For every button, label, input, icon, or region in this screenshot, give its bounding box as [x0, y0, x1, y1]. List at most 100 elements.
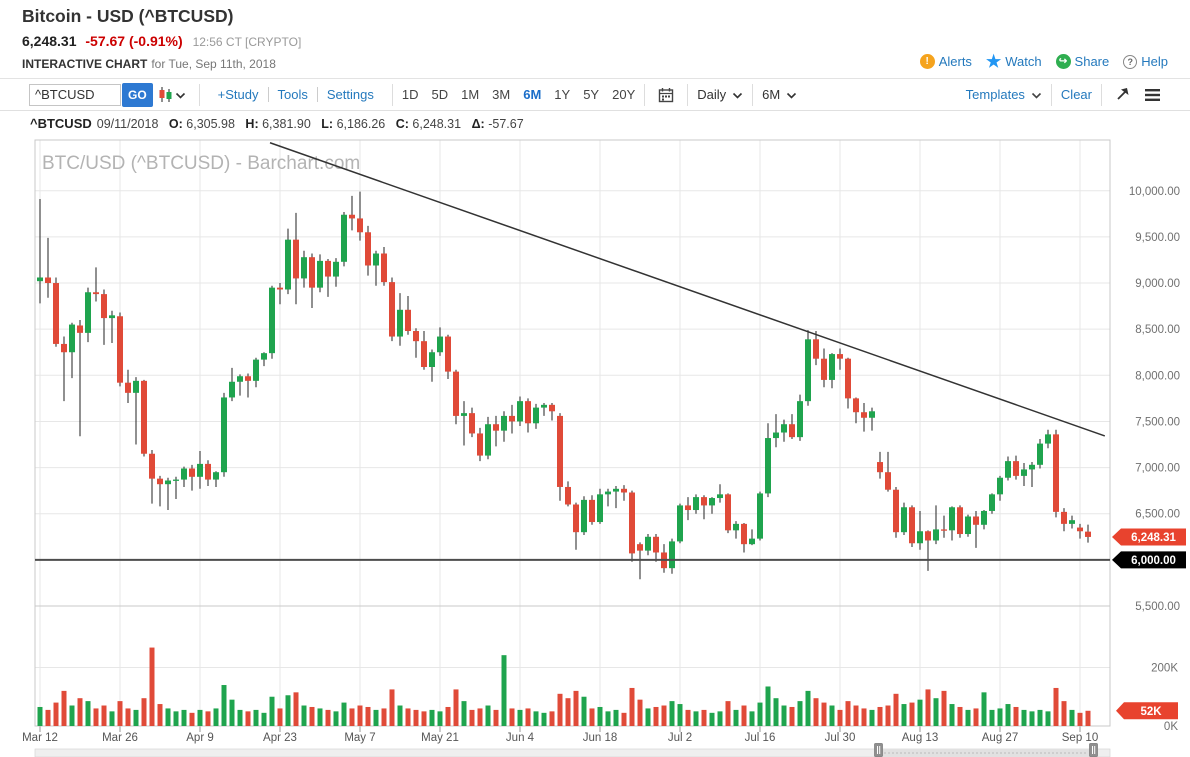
volume-bar — [557, 693, 563, 726]
candle-body — [349, 214, 355, 219]
volume-bar — [1085, 710, 1091, 726]
alerts-button[interactable]: ! Alerts — [919, 54, 972, 69]
tools-button[interactable]: Tools — [269, 87, 318, 102]
candle-body — [77, 325, 83, 333]
candle-body — [989, 494, 995, 511]
toolbar-separator — [1101, 83, 1102, 106]
candle-body — [133, 380, 139, 393]
volume-bar — [1069, 709, 1075, 726]
candle-body — [821, 358, 827, 380]
range-button-6m[interactable]: 6M — [523, 87, 542, 102]
add-study-button[interactable]: +Study — [209, 87, 269, 102]
range-button-1m[interactable]: 1M — [461, 87, 480, 102]
range-button-1d[interactable]: 1D — [401, 87, 419, 102]
volume-bar — [605, 711, 611, 726]
scrollbar-handle-left[interactable] — [874, 743, 883, 757]
volume-bar — [677, 704, 683, 726]
frequency-dropdown[interactable]: Daily — [697, 87, 743, 102]
page-title: Bitcoin - USD (^BTCUSD) — [22, 6, 234, 26]
volume-bar — [853, 705, 859, 726]
volume-bar — [133, 709, 139, 726]
volume-bar — [309, 706, 315, 726]
volume-pane — [37, 647, 1091, 726]
last-volume-badge: 52K — [1116, 702, 1178, 720]
handle-grip — [1089, 743, 1098, 757]
range-button-5d[interactable]: 5D — [431, 87, 449, 102]
volume-bar — [205, 711, 211, 726]
x-axis-label: Jul 30 — [825, 732, 856, 744]
volume-bar — [981, 692, 987, 726]
calendar-button[interactable] — [658, 87, 674, 103]
candle-body — [997, 477, 1003, 495]
quote-header: Bitcoin - USD (^BTCUSD) 6,248.31 -57.67 … — [0, 0, 1190, 79]
volume-bar — [725, 701, 731, 726]
support-price-badge-text: 6,000.00 — [1131, 555, 1176, 567]
range-button-3m[interactable]: 3M — [492, 87, 511, 102]
scrollbar-track[interactable] — [34, 748, 1111, 757]
share-button[interactable]: ↪ Share — [1055, 54, 1109, 69]
candle-body — [613, 488, 619, 492]
clear-button[interactable]: Clear — [1060, 87, 1092, 102]
volume-bar — [973, 708, 979, 726]
candle-body — [173, 479, 179, 481]
range-button-5y[interactable]: 5Y — [583, 87, 600, 102]
chart-menu-button[interactable] — [1144, 88, 1161, 102]
candle-body — [1077, 527, 1083, 532]
volume-bar — [629, 687, 635, 726]
volume-bar — [101, 705, 107, 726]
help-button[interactable]: ? Help — [1123, 54, 1168, 69]
price-axis-label: 10,000.00 — [1129, 186, 1180, 198]
candle-body — [293, 239, 299, 279]
volume-bar — [373, 709, 379, 726]
candle-body — [717, 494, 723, 499]
range-button-20y[interactable]: 20Y — [612, 87, 636, 102]
volume-bar — [589, 708, 595, 726]
period-dropdown[interactable]: 6M — [762, 87, 797, 102]
candle-body — [509, 415, 515, 422]
candle-body — [517, 401, 523, 422]
candle-body — [405, 309, 411, 332]
candle-body — [397, 309, 403, 337]
price-axis-label: 9,500.00 — [1135, 232, 1180, 244]
volume-bar — [405, 708, 411, 726]
chart-watermark: BTC/USD (^BTCUSD) - Barchart.com — [42, 153, 360, 174]
volume-bar — [485, 705, 491, 726]
volume-bar — [1053, 687, 1059, 726]
watch-button[interactable]: ★ Watch — [986, 53, 1042, 70]
settings-button[interactable]: Settings — [326, 87, 374, 102]
volume-bar — [245, 711, 251, 726]
templates-dropdown[interactable]: Templates — [966, 87, 1042, 102]
volume-bar — [941, 690, 947, 726]
candle-body — [421, 341, 427, 368]
candlestick-icon — [159, 87, 172, 102]
x-axis-label: May 7 — [344, 732, 375, 744]
volume-bar — [61, 690, 67, 726]
candle-body — [101, 294, 107, 319]
volume-bar — [1077, 712, 1083, 726]
volume-bar — [781, 705, 787, 726]
candle-body — [381, 253, 387, 283]
candle-body — [437, 336, 443, 353]
scrollbar-handle-right[interactable] — [1089, 743, 1098, 757]
go-button[interactable]: GO — [122, 82, 153, 107]
volume-bar — [341, 702, 347, 726]
range-button-1y[interactable]: 1Y — [554, 87, 571, 102]
calendar-icon — [659, 87, 674, 102]
volume-bar — [77, 698, 83, 726]
trendline-annotation[interactable] — [269, 142, 1106, 437]
study-tools-settings: +Study Tools Settings — [209, 87, 383, 102]
symbol-input[interactable] — [29, 83, 121, 106]
volume-bar — [949, 704, 955, 726]
price-axis-label: 8,000.00 — [1135, 370, 1180, 382]
chart-type-dropdown[interactable] — [157, 86, 186, 103]
volume-bar — [613, 709, 619, 726]
candle-body — [933, 529, 939, 541]
volume-bar — [909, 702, 915, 726]
scrollbar[interactable] — [34, 743, 1111, 757]
pop-out-chart-button[interactable] — [1115, 87, 1130, 102]
volume-bar — [141, 698, 147, 726]
readout-symbol: ^BTCUSD — [30, 116, 92, 131]
share-arrow-icon: ↪ — [1055, 54, 1071, 69]
volume-bar — [1013, 706, 1019, 726]
